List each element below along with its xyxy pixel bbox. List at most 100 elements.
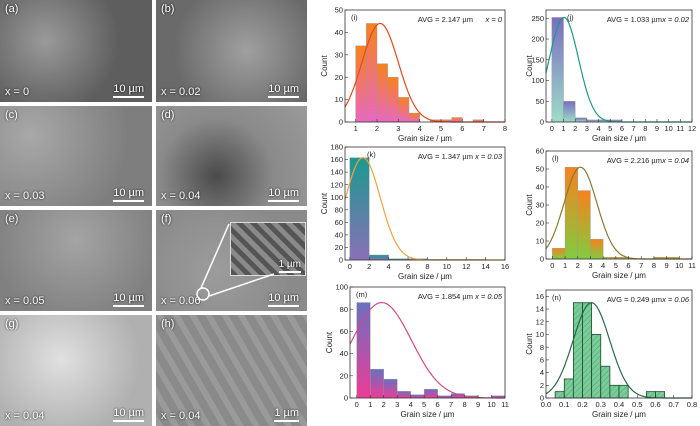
x-tick-label: 0.2 xyxy=(577,400,587,409)
zoom-arrows xyxy=(196,223,275,301)
histogram-bar xyxy=(590,238,604,260)
histogram-bar xyxy=(582,302,593,399)
y-tick-label: 2 xyxy=(540,381,544,390)
histogram-bar xyxy=(410,394,425,399)
x-tick-label: 1 xyxy=(563,261,567,270)
histogram-bar xyxy=(563,378,574,399)
y-tick-label: 80 xyxy=(335,205,343,214)
axes-frame xyxy=(545,9,693,123)
y-tick-label: 200 xyxy=(531,35,544,44)
histogram-bar xyxy=(600,365,611,399)
panel-label: (b) xyxy=(161,3,175,15)
x-tick-label: 14 xyxy=(481,262,489,271)
x-tick-label: 2 xyxy=(382,400,386,409)
x-tick-label: 12 xyxy=(462,262,470,271)
y-tick-label: 10 xyxy=(536,330,544,339)
composition-label: x = 0.03 xyxy=(5,190,45,202)
composition-label: x = 0.06 xyxy=(161,295,201,307)
histogram-bar xyxy=(396,391,411,399)
composition-annotation: x = 0.02 xyxy=(661,15,690,24)
y-tick-label: 20 xyxy=(335,73,343,82)
x-tick-label: 4 xyxy=(387,262,391,271)
x-tick-label: 0.1 xyxy=(559,400,569,409)
x-tick-label: 0 xyxy=(355,400,359,409)
sem-image-h: (h) x = 0.04 1 µm xyxy=(156,315,307,426)
x-axis-label: Grain size / µm xyxy=(398,134,452,143)
x-tick-label: 9 xyxy=(665,261,669,270)
y-tick-label: 60 xyxy=(340,327,348,336)
x-tick-label: 11 xyxy=(676,124,684,133)
histogram-bar xyxy=(423,388,438,399)
magnified-inset: 1 µm xyxy=(230,222,306,276)
histogram-bar xyxy=(563,101,576,123)
sem-image-e: (e) x = 0.05 10 µm xyxy=(0,210,152,311)
histogram-bar xyxy=(591,334,602,399)
y-tick-label: 180 xyxy=(330,143,343,152)
gaussian-fit-curve xyxy=(349,301,505,399)
histogram-bar xyxy=(451,117,463,123)
composition-annotation: x = 0 xyxy=(485,15,503,24)
scale-bar: 1 µm xyxy=(274,407,299,422)
x-axis-label: Grain size / µm xyxy=(398,272,452,281)
scale-bar: 10 µm xyxy=(113,83,144,98)
panel-label: (d) xyxy=(161,109,175,121)
x-tick-label: 7 xyxy=(482,124,486,133)
y-tick-label: 150 xyxy=(531,55,544,64)
x-tick-label: 10 xyxy=(675,261,683,270)
x-tick-label: 7 xyxy=(632,124,636,133)
avg-annotation: AVG = 0.249 µm xyxy=(607,295,662,304)
y-axis-label: Count xyxy=(525,194,534,216)
x-tick-label: 2 xyxy=(573,124,577,133)
panel-label: (g) xyxy=(5,318,19,330)
x-tick-label: 3 xyxy=(396,124,400,133)
x-tick-label: 5 xyxy=(439,124,443,133)
x-tick-label: 3 xyxy=(585,124,589,133)
x-tick-label: 4 xyxy=(409,400,413,409)
x-tick-label: 8 xyxy=(652,261,656,270)
x-tick-label: 3 xyxy=(588,261,592,270)
scale-bar: 10 µm xyxy=(268,292,299,307)
composition-annotation: x = 0.06 xyxy=(661,295,690,304)
y-tick-label: 30 xyxy=(335,50,343,59)
y-tick-label: 250 xyxy=(531,14,544,23)
histogram-bar xyxy=(618,384,629,399)
composition-label: x = 0.05 xyxy=(5,295,45,307)
y-tick-label: 40 xyxy=(536,183,544,192)
panel-label: (e) xyxy=(5,213,19,225)
composition-label: x = 0.04 xyxy=(161,410,201,422)
x-tick-label: 6 xyxy=(436,400,440,409)
histogram-bar xyxy=(370,368,384,399)
x-tick-label: 6 xyxy=(626,261,630,270)
avg-annotation: AVG = 2.216 µm xyxy=(607,156,662,165)
y-axis-label: Count xyxy=(525,333,534,355)
sem-image-c: (c) x = 0.03 10 µm xyxy=(0,106,152,206)
y-tick-label: 10 xyxy=(335,95,343,104)
x-tick-label: 2 xyxy=(367,262,371,271)
y-tick-label: 0 xyxy=(540,118,544,127)
histogram-bar xyxy=(369,254,389,261)
y-tick-label: 40 xyxy=(335,28,343,37)
scale-bar: 10 µm xyxy=(113,407,144,422)
panel-label: (f) xyxy=(161,213,172,225)
chart-i: 1 2 3 4 5 6 7 8 0 10 20 30 40 50 Grain size / µm Count (… xyxy=(320,6,507,143)
histogram-bar xyxy=(387,76,399,123)
y-axis-label: Count xyxy=(320,192,329,214)
sem-image-g: (g) x = 0.04 10 µm xyxy=(0,315,152,426)
sem-image-f: (f) x = 0.06 10 µm 1 µm xyxy=(156,210,307,311)
x-tick-label: 6 xyxy=(460,124,464,133)
histogram-bar xyxy=(554,391,565,399)
avg-annotation: AVG = 1.033 µm xyxy=(607,15,662,24)
x-tick-label: 0.5 xyxy=(632,400,642,409)
histogram-bar xyxy=(609,384,620,399)
x-tick-label: 6 xyxy=(620,124,624,133)
panel-label: (l) xyxy=(552,154,559,163)
y-tick-label: 16 xyxy=(536,292,544,301)
panel-label: (n) xyxy=(552,293,562,302)
y-tick-label: 160 xyxy=(330,155,343,164)
x-tick-label: 8 xyxy=(643,124,647,133)
histogram-bar xyxy=(366,23,378,123)
y-tick-label: 60 xyxy=(536,147,544,156)
x-tick-label: 1 xyxy=(368,400,372,409)
x-tick-label: 0.6 xyxy=(650,400,660,409)
